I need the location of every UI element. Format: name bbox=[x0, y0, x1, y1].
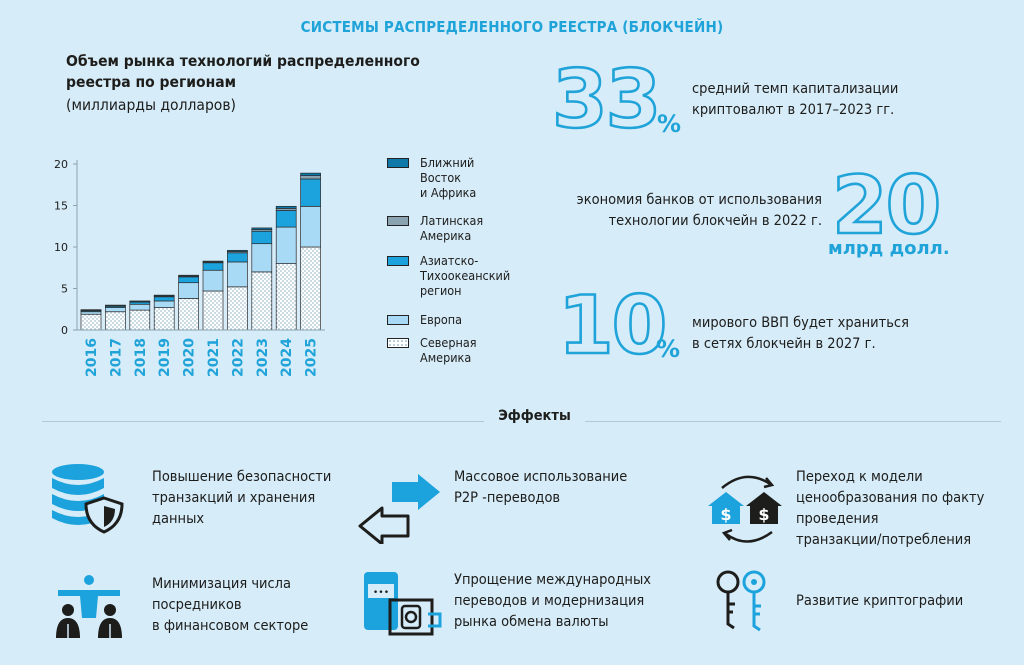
x-tick-label: 2016 bbox=[84, 338, 100, 377]
bar-segment bbox=[300, 175, 321, 180]
bar-segment bbox=[105, 307, 126, 313]
bar-segment bbox=[80, 311, 102, 315]
x-tick-label: 2023 bbox=[255, 338, 271, 377]
x-tick-label: 2022 bbox=[230, 338, 246, 377]
bar-segment bbox=[300, 178, 321, 207]
bar-segment bbox=[275, 205, 297, 209]
bar-segment bbox=[153, 294, 175, 297]
stat-value-bank-savings: 20 bbox=[831, 159, 943, 252]
bar-segment bbox=[202, 262, 224, 271]
chart-title: Объем рынка технологий распределенного р… bbox=[66, 52, 420, 91]
bar-segment bbox=[129, 303, 151, 311]
database-shield-icon bbox=[52, 464, 124, 534]
house-pricing-cycle-icon: $ $ bbox=[708, 475, 782, 543]
svg-text:•••: ••• bbox=[373, 588, 389, 598]
effect-cryptography: Развитие криптографии bbox=[796, 593, 964, 609]
bar-segment bbox=[300, 246, 321, 331]
stat-unit-percent: % bbox=[656, 335, 681, 363]
transfer-arrows-icon bbox=[358, 474, 440, 544]
bar-segment bbox=[153, 296, 175, 302]
bar-segment bbox=[227, 252, 248, 263]
bar-segment bbox=[202, 290, 224, 331]
keys-icon bbox=[716, 570, 766, 632]
legend-swatch bbox=[387, 315, 409, 325]
bar-segment bbox=[227, 286, 248, 331]
legend-swatch bbox=[387, 256, 409, 266]
bar-segment bbox=[80, 313, 102, 331]
effects-title: Эффекты bbox=[498, 408, 571, 424]
legend-label: Латинская Америка bbox=[420, 213, 484, 243]
bar-segment bbox=[300, 172, 321, 176]
stat-value-gdp: 10 bbox=[557, 279, 669, 372]
divider bbox=[585, 421, 1001, 422]
bar-segment bbox=[80, 309, 102, 311]
bar-segment bbox=[202, 269, 224, 292]
bar-segment bbox=[251, 271, 273, 331]
bar-segment bbox=[275, 226, 297, 264]
x-tick-label: 2025 bbox=[304, 338, 320, 377]
bar-segment bbox=[275, 263, 297, 331]
legend-label: Северная Америка bbox=[420, 335, 477, 365]
bar-segment bbox=[178, 276, 199, 284]
x-tick-label: 2020 bbox=[182, 338, 198, 377]
bar-segment bbox=[105, 311, 126, 331]
x-tick-label: 2017 bbox=[108, 338, 124, 377]
bar-segment bbox=[300, 205, 321, 248]
bar-segment bbox=[105, 304, 126, 307]
stat-value-capitalization: 33 bbox=[551, 53, 663, 146]
people-network-icon bbox=[56, 575, 122, 638]
y-tick-label: 20 bbox=[54, 158, 68, 171]
bar-segment bbox=[251, 243, 273, 273]
effect-security: Повышение безопасности транзакций и хран… bbox=[152, 469, 332, 527]
bar-segment bbox=[178, 298, 199, 331]
bar-segment bbox=[153, 300, 175, 308]
svg-text:$: $ bbox=[758, 505, 769, 524]
legend-label: Азиатско- Тихоокеанский регион bbox=[420, 253, 511, 298]
effect-intermediaries: Минимизация числа посредников в финансов… bbox=[152, 576, 309, 634]
bar-segment bbox=[227, 261, 248, 288]
bar-segment bbox=[227, 249, 248, 252]
x-tick-label: 2021 bbox=[206, 338, 222, 377]
bar-segment bbox=[153, 307, 175, 331]
x-tick-label: 2018 bbox=[133, 338, 149, 377]
bar-segment bbox=[202, 260, 224, 263]
bar-segment bbox=[178, 274, 199, 277]
bar-segment bbox=[129, 300, 151, 303]
bar-segment bbox=[251, 227, 273, 230]
x-tick-label: 2024 bbox=[279, 338, 295, 377]
y-tick-label: 0 bbox=[61, 324, 68, 337]
stacked-bar-chart: 0 5 10 15 20 2016 2017 2018 2019 2020 2021 2022 202… bbox=[54, 158, 325, 377]
stat-unit-billion-dollars: млрд долл. bbox=[828, 238, 950, 259]
x-tick-label: 2019 bbox=[157, 338, 173, 377]
bar-segment bbox=[129, 309, 151, 331]
y-tick-label: 5 bbox=[61, 283, 68, 296]
legend-swatch bbox=[387, 338, 409, 348]
legend-swatch bbox=[387, 158, 409, 168]
svg-text:$: $ bbox=[720, 505, 731, 524]
effect-pricing-model: Переход к модели ценообразования по факт… bbox=[796, 469, 985, 548]
legend-swatch bbox=[387, 216, 409, 226]
legend-label: Европа bbox=[420, 312, 462, 327]
stat-text-gdp: мирового ВВП будет храниться в сетях бло… bbox=[692, 315, 909, 352]
y-tick-label: 15 bbox=[54, 200, 68, 213]
page-title: СИСТЕМЫ РАСПРЕДЕЛЕННОГО РЕЕСТРА (БЛОКЧЕЙ… bbox=[300, 18, 724, 36]
chart-subtitle: (миллиарды долларов) bbox=[66, 96, 236, 114]
divider bbox=[42, 421, 484, 422]
effect-p2p: Массовое использование P2P -переводов bbox=[454, 469, 628, 506]
stat-unit-percent: % bbox=[657, 110, 682, 138]
bar-segment bbox=[275, 210, 297, 228]
stat-text-bank-savings: экономия банков от использования техноло… bbox=[576, 192, 822, 229]
stat-text-capitalization: средний темп капитализации криптовалют в… bbox=[692, 81, 899, 118]
effect-international-transfers: Упрощение международных переводов и моде… bbox=[454, 572, 651, 630]
mobile-payment-icon: ••• bbox=[364, 572, 442, 636]
legend-label: Ближний Восток и Африка bbox=[420, 155, 477, 200]
y-tick-label: 10 bbox=[54, 241, 68, 254]
bar-segment bbox=[251, 230, 273, 245]
bar-segment bbox=[178, 282, 199, 299]
